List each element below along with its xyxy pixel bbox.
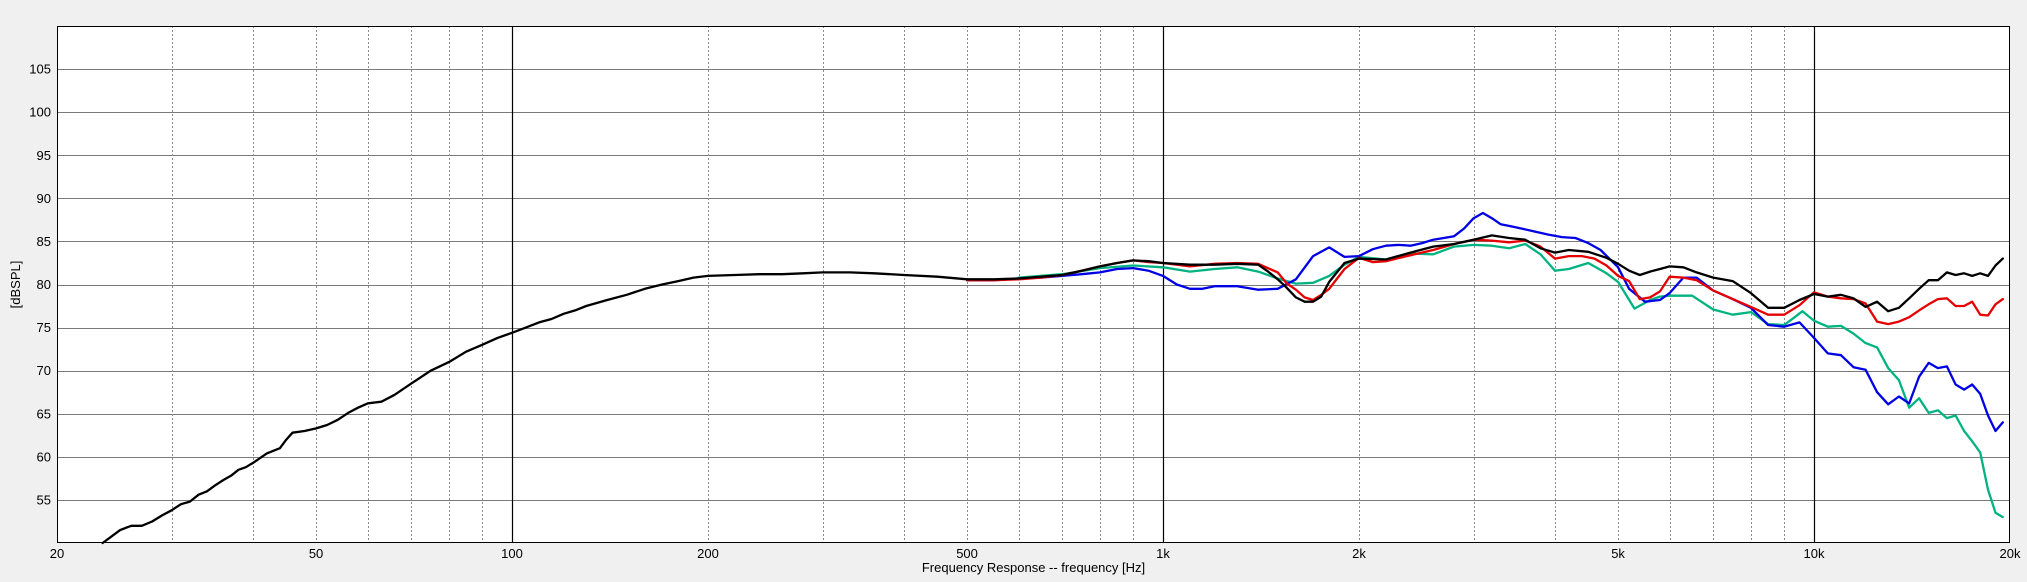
y-tick-label: 100 [29, 105, 51, 120]
y-tick-label: 70 [37, 363, 51, 378]
y-tick-label: 55 [37, 492, 51, 507]
series-line-4 [101, 234, 2004, 545]
x-tick-label: 500 [956, 546, 978, 561]
grid-lines [57, 26, 2010, 543]
y-tick-label: 75 [37, 320, 51, 335]
series-line-2 [965, 211, 2004, 433]
y-tick-label: 60 [37, 449, 51, 464]
plot-area [57, 26, 2010, 543]
x-tick-label: 10k [1804, 546, 1825, 561]
x-tick-label: 200 [697, 546, 719, 561]
y-tick-label: 80 [37, 277, 51, 292]
x-tick-label: 50 [309, 546, 323, 561]
y-axis-label: [dBSPL] [8, 261, 23, 309]
y-tick-label: 95 [37, 148, 51, 163]
y-tick-label: 65 [37, 406, 51, 421]
x-tick-labels: 20 50 100 200 500 1k 2k 5k 10k 20k [50, 546, 2021, 561]
x-tick-label: 1k [1156, 546, 1170, 561]
plot-frame [57, 26, 2010, 543]
x-tick-label: 20k [2000, 546, 2021, 561]
y-tick-label: 85 [37, 234, 51, 249]
y-tick-label: 90 [37, 191, 51, 206]
series-lines [101, 211, 2004, 545]
y-tick-labels: 55 60 65 70 75 80 85 90 95 100 105 [29, 62, 51, 508]
x-tick-label: 20 [50, 546, 64, 561]
x-tick-label: 100 [501, 546, 523, 561]
y-tick-label: 105 [29, 62, 51, 77]
x-tick-label: 5k [1611, 546, 1625, 561]
x-tick-label: 2k [1352, 546, 1366, 561]
x-axis-label: Frequency Response -- frequency [Hz] [922, 560, 1145, 575]
